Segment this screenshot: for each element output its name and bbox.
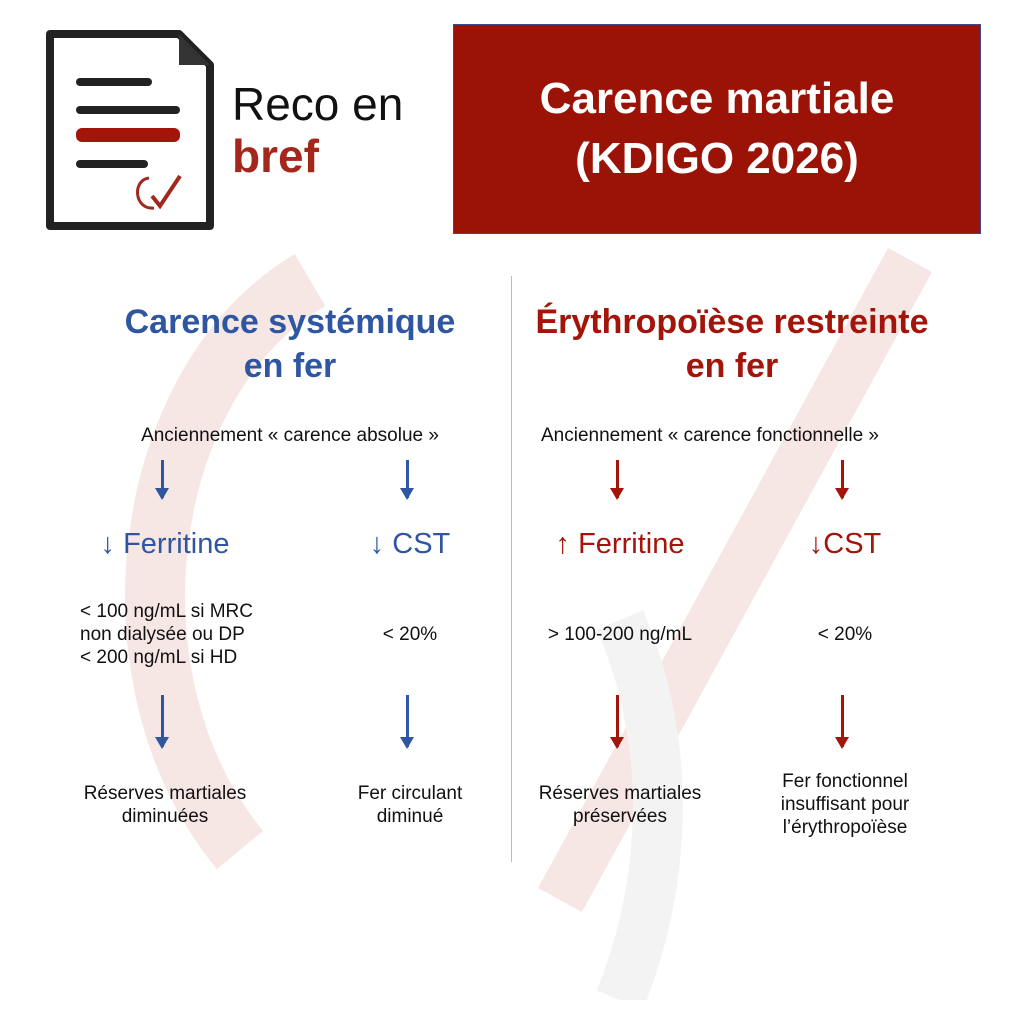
left-title-1: Carence systémique bbox=[124, 303, 456, 341]
interpretation: Fer fonctionnel insuffisant pour l’érythro… bbox=[725, 770, 965, 839]
parameter-label: ↑ Ferritine bbox=[555, 528, 685, 560]
threshold-value: < 20% bbox=[290, 623, 530, 646]
down-arrow-icon bbox=[400, 460, 414, 500]
interpretation-line: insuffisant pour bbox=[780, 794, 910, 815]
down-arrow-icon bbox=[400, 695, 414, 749]
left-subtitle: Anciennement « carence absolue » bbox=[141, 425, 439, 446]
document-logo-icon bbox=[46, 30, 214, 230]
banner-subtitle: (KDIGO 2026) bbox=[575, 134, 859, 183]
down-arrow-icon bbox=[610, 460, 624, 500]
threshold-line: < 200 ng/mL si HD bbox=[80, 647, 238, 668]
right-subtitle: Anciennement « carence fonctionnelle » bbox=[540, 425, 879, 446]
right-heading: Érythropoïèse restreinte en fer bbox=[512, 300, 952, 388]
right-title-2: en fer bbox=[685, 347, 779, 385]
threshold-value: > 100-200 ng/mL bbox=[500, 623, 740, 646]
interpretation: Réserves martiales préservées bbox=[500, 782, 740, 828]
down-arrow-icon bbox=[155, 695, 169, 749]
logo-text: Reco en bref bbox=[232, 78, 403, 182]
banner-title: Carence martiale bbox=[539, 74, 895, 123]
parameter-label: ↓CST bbox=[808, 528, 882, 560]
interpretation-line: Réserves martiales bbox=[83, 783, 247, 804]
threshold-line: non dialysée ou DP bbox=[80, 624, 245, 645]
threshold-line: < 100 ng/mL si MRC bbox=[80, 601, 254, 622]
interpretation: Fer circulant diminué bbox=[290, 782, 530, 828]
interpretation-line: diminué bbox=[376, 806, 444, 827]
interpretation-line: diminuées bbox=[121, 806, 209, 827]
divider bbox=[511, 276, 512, 862]
logo-line2: bref bbox=[232, 130, 319, 182]
down-arrow-icon bbox=[835, 695, 849, 749]
interpretation-line: Réserves martiales bbox=[538, 783, 702, 804]
interpretation-line: Fer fonctionnel bbox=[782, 771, 908, 792]
left-heading: Carence systémique en fer bbox=[70, 300, 510, 388]
left-title-2: en fer bbox=[243, 347, 337, 385]
right-title-1: Érythropoïèse restreinte bbox=[535, 303, 929, 341]
threshold-value: < 20% bbox=[725, 623, 965, 646]
threshold-line: < 20% bbox=[382, 624, 438, 645]
interpretation-line: préservées bbox=[573, 806, 667, 827]
interpretation-line: l’érythropoïèse bbox=[782, 817, 908, 838]
threshold-line: > 100-200 ng/mL bbox=[547, 624, 693, 645]
logo-line1: Reco en bbox=[232, 78, 404, 130]
parameter-label: ↓ CST bbox=[369, 528, 451, 560]
down-arrow-icon bbox=[155, 460, 169, 500]
title-banner: Carence martiale (KDIGO 2026) bbox=[453, 24, 981, 234]
parameter-label: ↓ Ferritine bbox=[100, 528, 230, 560]
down-arrow-icon bbox=[835, 460, 849, 500]
down-arrow-icon bbox=[610, 695, 624, 749]
threshold-line: < 20% bbox=[817, 624, 873, 645]
interpretation-line: Fer circulant bbox=[357, 783, 463, 804]
threshold-value: < 100 ng/mL si MRC non dialysée ou DP < 20… bbox=[80, 600, 300, 669]
interpretation: Réserves martiales diminuées bbox=[45, 782, 285, 828]
